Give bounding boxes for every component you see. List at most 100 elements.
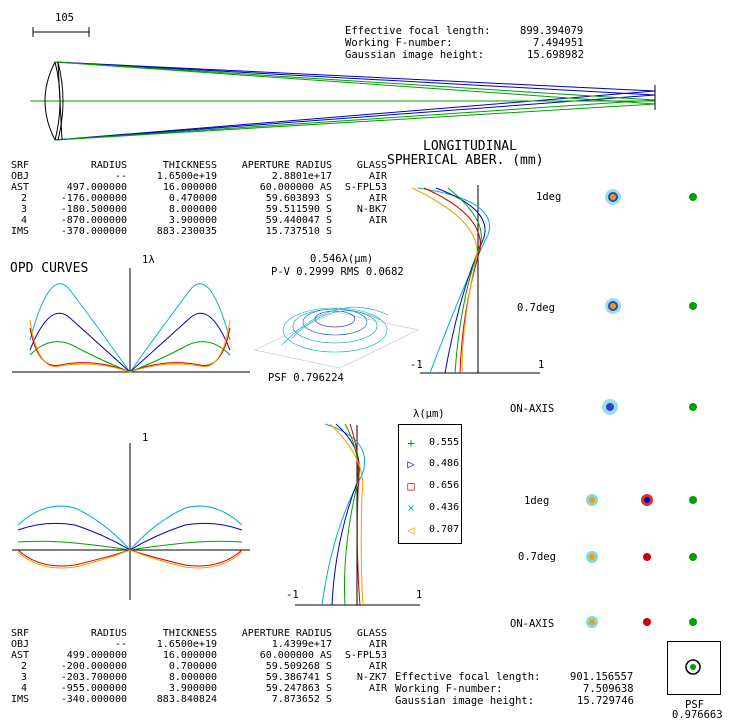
cell: AIR xyxy=(368,639,387,650)
cell: AST xyxy=(11,650,30,661)
table-row: 2 -176.000000 0.470000 59.603893 S AIR xyxy=(11,193,387,204)
spot-label-bottom-onaxis: ON-AXIS xyxy=(510,618,555,630)
opd-title: OPD CURVES xyxy=(10,261,89,276)
legend-item: ▷ 0.486 xyxy=(399,454,461,474)
opd-plot-bottom xyxy=(12,443,250,600)
cell: 0.700000 xyxy=(168,661,217,672)
cell: 16.000000 xyxy=(162,650,217,661)
cell: 8.000000 xyxy=(168,672,217,683)
legend-value: 0.555 xyxy=(429,437,460,448)
table-header-row: SRF RADIUS THICKNESS APERTURE RADIUS GLA… xyxy=(11,628,387,639)
cell: 59.440047 S xyxy=(265,215,332,226)
cell: 16.000000 xyxy=(162,182,217,193)
cell: 60.000000 AS xyxy=(259,182,332,193)
surface-table-bottom: SRF RADIUS THICKNESS APERTURE RADIUS GLA… xyxy=(11,628,387,705)
cell: 499.000000 xyxy=(66,650,127,661)
triangle-left-icon: ◁ xyxy=(407,523,415,537)
cell: AIR xyxy=(368,215,387,226)
spot-diagram-bottom-07deg xyxy=(586,551,697,563)
psf3d-strehl: PSF 0.796224 xyxy=(268,372,344,384)
spot-diagram-top-onaxis xyxy=(602,399,697,415)
square-icon: □ xyxy=(407,479,415,493)
cell: -340.000000 xyxy=(60,694,127,705)
legend-title: λ(μm) xyxy=(413,408,445,420)
cell: 3.900000 xyxy=(168,215,217,226)
cell: AIR xyxy=(368,683,387,694)
spot-diagram-top-1deg xyxy=(605,189,697,205)
col-radius: RADIUS xyxy=(90,628,127,639)
cell: 3 xyxy=(21,672,28,683)
cell: 8.000000 xyxy=(168,204,217,215)
cell: -- xyxy=(114,639,127,650)
legend-item: ◁ 0.707 xyxy=(399,520,461,540)
longitudinal-sa-top xyxy=(411,185,540,374)
cell: -176.000000 xyxy=(60,193,127,204)
cell: 7.873652 S xyxy=(271,694,332,705)
cell: 3.900000 xyxy=(168,683,217,694)
col-srf: SRF xyxy=(11,160,30,171)
table-row: AST 497.000000 16.000000 60.000000 AS S-FPL5… xyxy=(11,182,387,193)
cell: AIR xyxy=(368,171,387,182)
cell: 59.247863 S xyxy=(265,683,332,694)
spot-diagram-bottom-onaxis xyxy=(586,616,697,628)
top-efl-value: 899.394079 xyxy=(520,25,584,37)
cell: AST xyxy=(11,182,30,193)
col-aperture: APERTURE RADIUS xyxy=(241,628,332,639)
spot-label-top-1deg: 1deg xyxy=(536,191,562,203)
cell: 2.8801e+17 xyxy=(271,171,332,182)
triangle-right-icon: ▷ xyxy=(407,457,415,471)
spot-diagram-top-07deg xyxy=(605,298,697,314)
psf-small-value: 0.976663 xyxy=(672,709,723,721)
legend-item: □ 0.656 xyxy=(399,476,461,496)
cell: 15.737510 S xyxy=(265,226,332,237)
table-row: 4 -870.000000 3.900000 59.440047 S AIR xyxy=(11,215,387,226)
col-radius: RADIUS xyxy=(90,160,127,171)
cell: AIR xyxy=(368,661,387,672)
bottom-efl-label: Effective focal length: xyxy=(395,671,541,683)
plus-icon: + xyxy=(407,436,415,450)
opd-scale-top: 1λ xyxy=(142,254,155,266)
bottom-gih-value: 15.729746 xyxy=(577,695,634,707)
table-row: 3 -180.500000 8.000000 59.511590 S N-BK7 xyxy=(11,204,387,215)
col-glass: GLASS xyxy=(356,160,387,171)
top-fnum-label: Working F-number: xyxy=(345,37,453,49)
table-row: OBJ -- 1.6500e+19 1.4399e+17 AIR xyxy=(11,639,387,650)
cell: 4 xyxy=(21,215,28,226)
cell: 2 xyxy=(21,193,28,204)
longitudinal-xmax: 1 xyxy=(538,359,545,371)
table-row: AST 499.000000 16.000000 60.000000 AS S-FPL5… xyxy=(11,650,387,661)
cell: S-FPL53 xyxy=(344,650,387,661)
psf3d-pv-rms: P-V 0.2999 RMS 0.0682 xyxy=(271,266,404,278)
top-gih-label: Gaussian image height: xyxy=(345,49,485,61)
table-header-row: SRF RADIUS THICKNESS APERTURE RADIUS GLA… xyxy=(11,160,387,171)
cell: 59.386741 S xyxy=(265,672,332,683)
cell: 1.4399e+17 xyxy=(271,639,332,650)
spot-label-top-07deg: 0.7deg xyxy=(517,302,555,314)
legend-value: 0.436 xyxy=(429,502,460,513)
cell: 59.509268 S xyxy=(265,661,332,672)
table-row: OBJ -- 1.6500e+19 2.8801e+17 AIR xyxy=(11,171,387,182)
legend-item: +0.555 xyxy=(399,433,461,453)
surface-table-top: SRF RADIUS THICKNESS APERTURE RADIUS GLA… xyxy=(11,160,387,237)
cell: 59.603893 S xyxy=(265,193,332,204)
spot-diagram-bottom-1deg xyxy=(586,494,697,506)
cell: 3 xyxy=(21,204,28,215)
cell: 59.511590 S xyxy=(265,204,332,215)
cell: -955.000000 xyxy=(60,683,127,694)
cell: -203.700000 xyxy=(60,672,127,683)
cell: -870.000000 xyxy=(60,215,127,226)
cell: 0.470000 xyxy=(168,193,217,204)
cell: AIR xyxy=(368,193,387,204)
psf-small-label: PSF xyxy=(685,699,704,711)
table-row: 4 -955.000000 3.900000 59.247863 S AIR xyxy=(11,683,387,694)
legend-value: 0.486 xyxy=(429,458,460,469)
bottom-fnum-value: 7.509638 xyxy=(583,683,634,695)
cell: 883.230035 xyxy=(156,226,217,237)
cell: -370.000000 xyxy=(60,226,127,237)
cell: -- xyxy=(114,171,127,182)
longitudinal-title-2: SPHERICAL ABER. (mm) xyxy=(387,153,544,168)
opd-scale-bottom: 1 xyxy=(142,432,149,444)
col-srf: SRF xyxy=(11,628,30,639)
cell: 60.000000 AS xyxy=(259,650,332,661)
